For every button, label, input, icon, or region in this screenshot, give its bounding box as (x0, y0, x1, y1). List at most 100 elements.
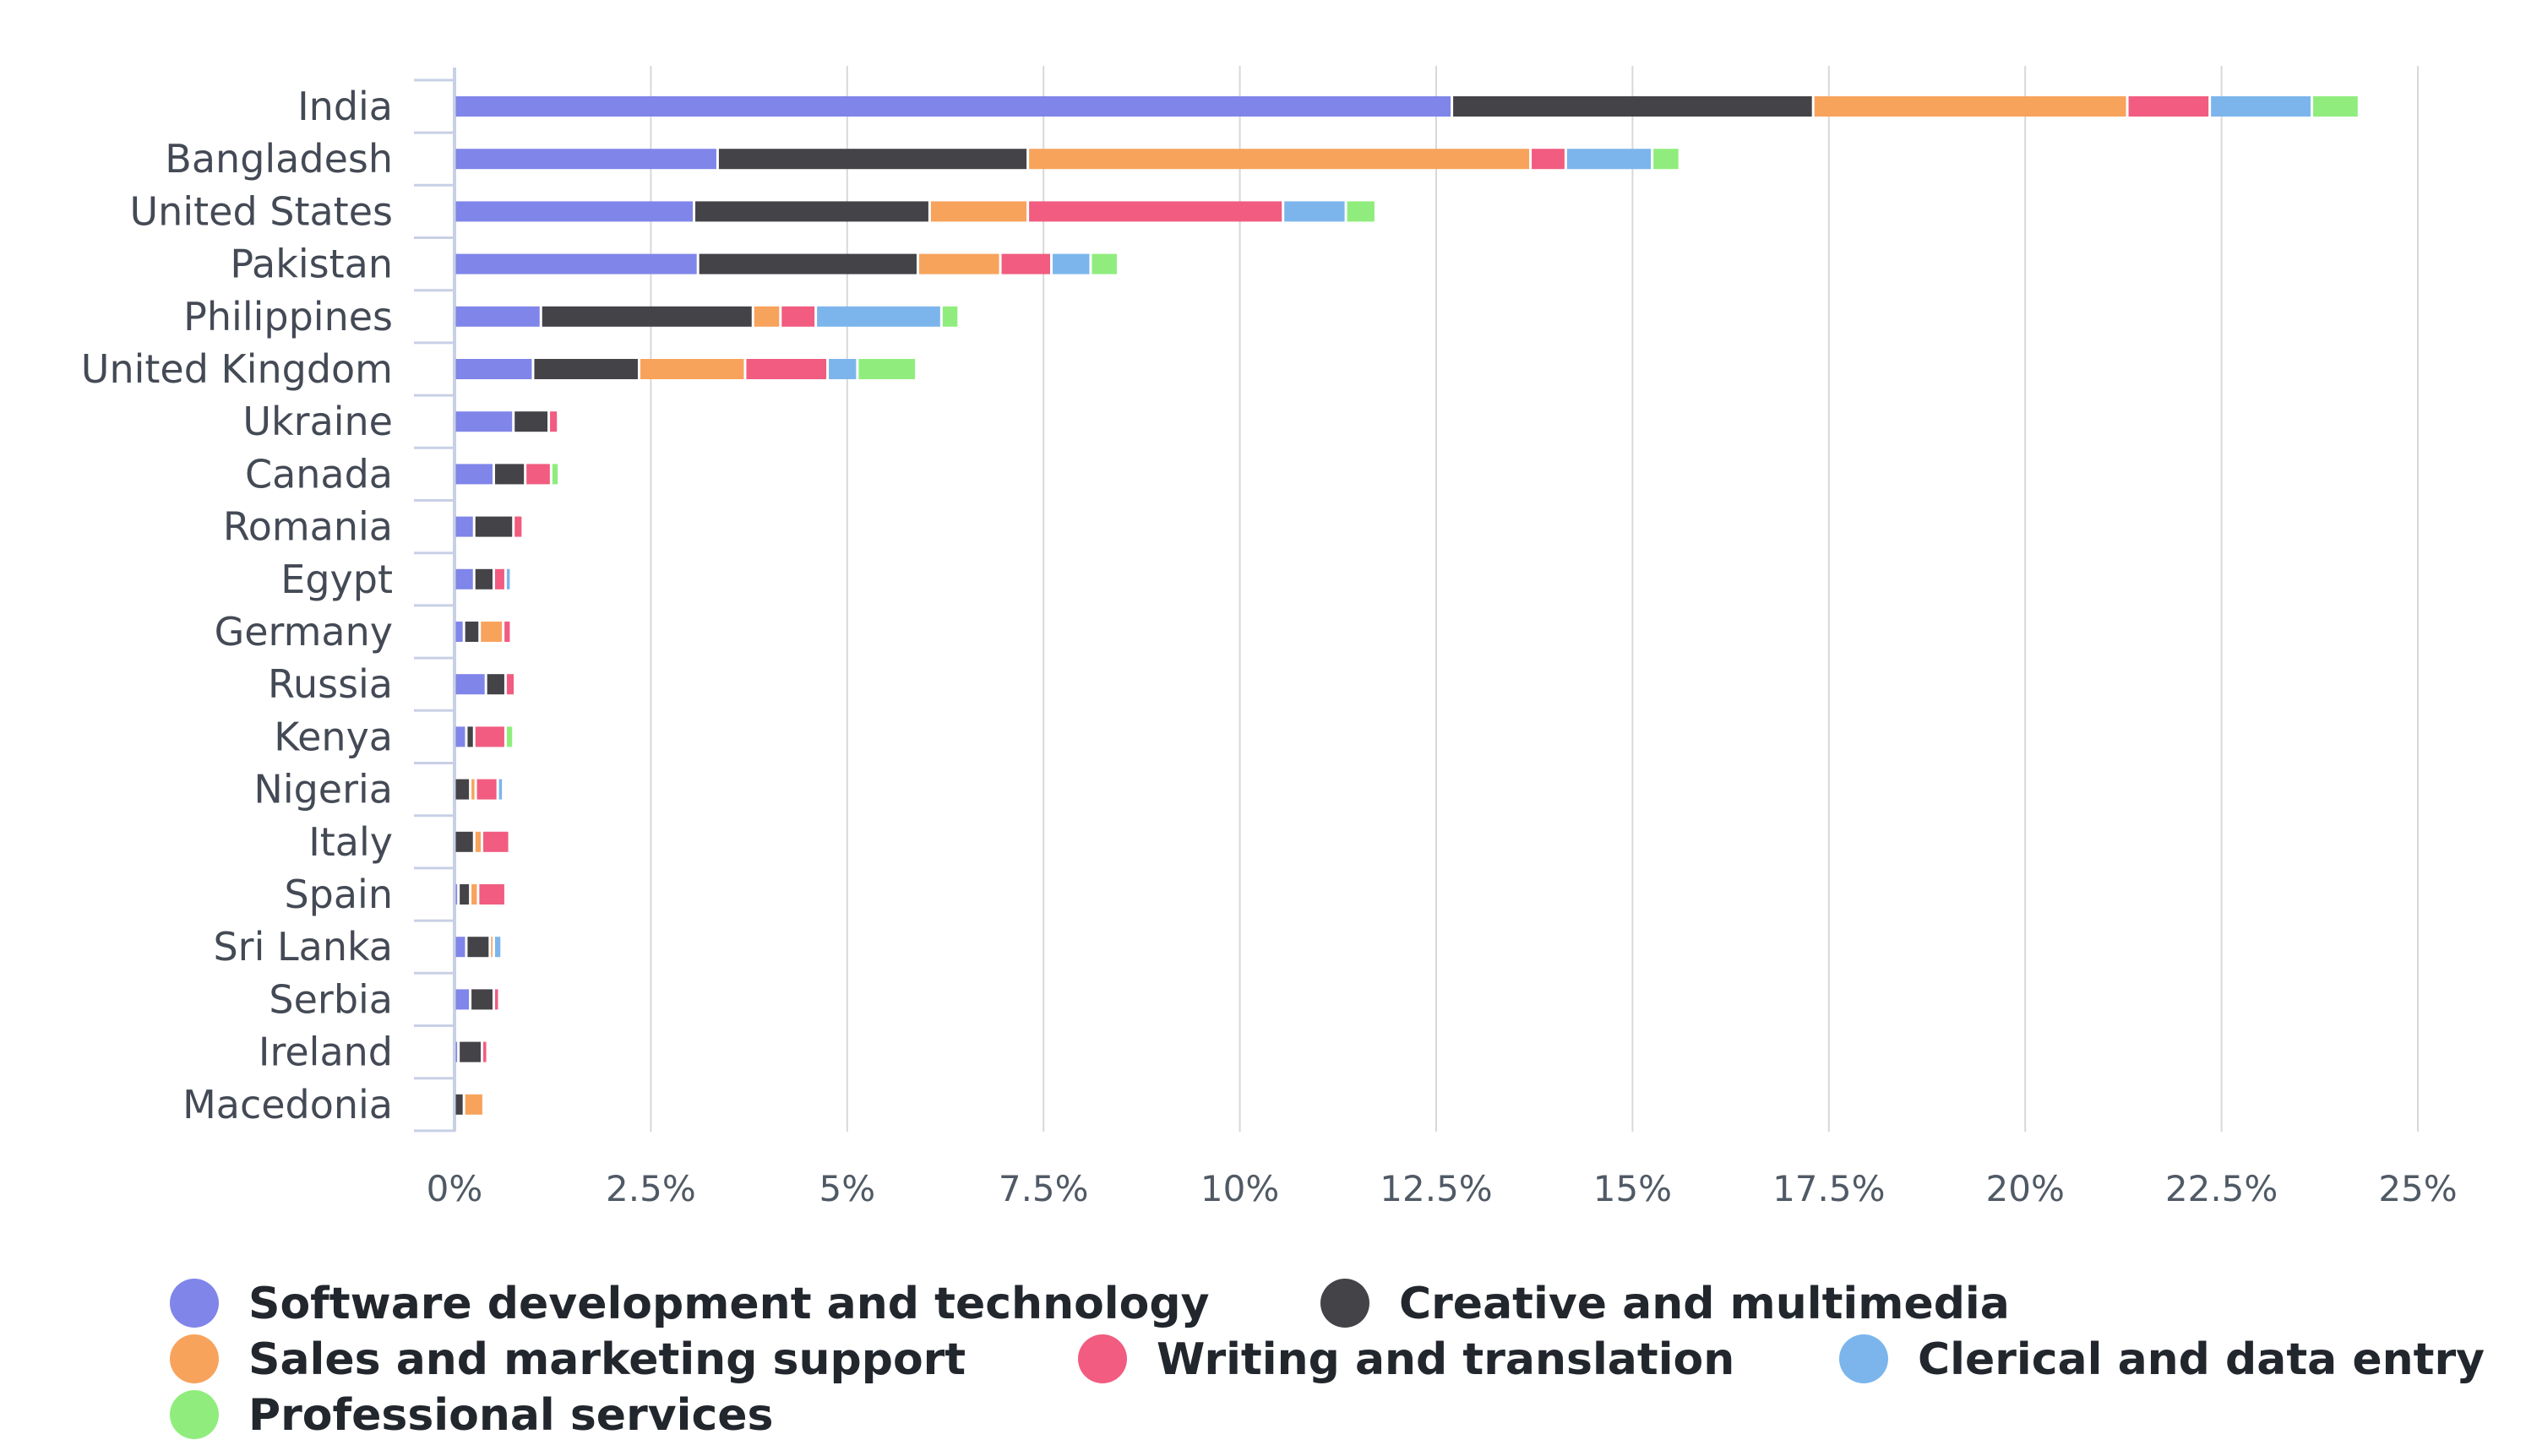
bar-united-kingdom-professional-services[interactable] (858, 359, 916, 379)
bar-nigeria-sales-and-marketing-support[interactable] (471, 779, 475, 800)
bar-serbia-writing-and-translation[interactable] (494, 989, 498, 1010)
bar-canada-creative-and-multimedia[interactable] (494, 464, 525, 485)
bar-kenya-professional-services[interactable] (506, 726, 513, 747)
bar-pakistan-creative-and-multimedia[interactable] (699, 253, 917, 274)
bar-united-kingdom-sales-and-marketing-support[interactable] (640, 359, 744, 379)
bar-united-kingdom-software-development-and-technology[interactable] (455, 359, 532, 379)
bar-india-clerical-and-data-entry[interactable] (2211, 96, 2311, 117)
bar-italy-creative-and-multimedia[interactable] (455, 831, 473, 852)
bar-canada-software-development-and-technology[interactable] (455, 464, 493, 485)
x-tick-label: 22.5% (2165, 1168, 2278, 1209)
bar-philippines-writing-and-translation[interactable] (781, 306, 815, 327)
bar-united-kingdom-clerical-and-data-entry[interactable] (829, 359, 857, 379)
bar-bangladesh-professional-services[interactable] (1653, 149, 1679, 170)
bar-nigeria-clerical-and-data-entry[interactable] (498, 779, 503, 800)
bar-united-kingdom-creative-and-multimedia[interactable] (534, 359, 638, 379)
bar-egypt-software-development-and-technology[interactable] (455, 568, 473, 589)
bar-sri-lanka-clerical-and-data-entry[interactable] (494, 937, 501, 958)
bar-egypt-creative-and-multimedia[interactable] (475, 568, 493, 589)
bar-united-states-professional-services[interactable] (1347, 201, 1375, 222)
bar-india-writing-and-translation[interactable] (2128, 96, 2209, 117)
bar-germany-creative-and-multimedia[interactable] (465, 622, 479, 642)
bar-serbia-software-development-and-technology[interactable] (455, 989, 470, 1010)
bar-sri-lanka-software-development-and-technology[interactable] (455, 937, 465, 958)
bar-spain-sales-and-marketing-support[interactable] (471, 884, 477, 905)
category-label-germany: Germany (215, 609, 393, 655)
bar-ireland-software-development-and-technology[interactable] (455, 1041, 458, 1062)
bar-pakistan-professional-services[interactable] (1092, 253, 1118, 274)
bar-india-creative-and-multimedia[interactable] (1453, 96, 1812, 117)
bar-philippines-clerical-and-data-entry[interactable] (817, 306, 940, 327)
bar-sri-lanka-creative-and-multimedia[interactable] (467, 937, 489, 958)
category-label-bangladesh: Bangladesh (165, 136, 393, 182)
bar-bangladesh-software-development-and-technology[interactable] (455, 149, 716, 170)
bar-philippines-software-development-and-technology[interactable] (455, 306, 540, 327)
bar-india-software-development-and-technology[interactable] (455, 96, 1451, 117)
bar-russia-creative-and-multimedia[interactable] (487, 674, 504, 695)
bar-united-states-sales-and-marketing-support[interactable] (930, 201, 1027, 222)
bar-nigeria-writing-and-translation[interactable] (476, 779, 497, 800)
bar-romania-software-development-and-technology[interactable] (455, 516, 473, 537)
bar-spain-writing-and-translation[interactable] (479, 884, 504, 905)
legend[interactable]: Software development and technology Creat… (170, 1279, 2485, 1441)
bar-egypt-clerical-and-data-entry[interactable] (506, 568, 510, 589)
bar-ireland-creative-and-multimedia[interactable] (460, 1041, 482, 1062)
bar-united-states-clerical-and-data-entry[interactable] (1284, 201, 1345, 222)
bar-macedonia-creative-and-multimedia[interactable] (455, 1094, 463, 1115)
legend-marker (1839, 1334, 1888, 1383)
legend-item-writing-and-translation[interactable]: Writing and translation (1078, 1334, 1734, 1385)
bar-italy-writing-and-translation[interactable] (483, 831, 509, 852)
bar-bangladesh-clerical-and-data-entry[interactable] (1566, 149, 1652, 170)
x-tick-label: 15% (1593, 1168, 1672, 1209)
bar-india-professional-services[interactable] (2313, 96, 2358, 117)
bar-kenya-software-development-and-technology[interactable] (455, 726, 465, 747)
bar-bangladesh-creative-and-multimedia[interactable] (718, 149, 1027, 170)
bar-united-states-creative-and-multimedia[interactable] (695, 201, 928, 222)
bar-bangladesh-sales-and-marketing-support[interactable] (1029, 149, 1530, 170)
bar-spain-software-development-and-technology[interactable] (455, 884, 458, 905)
legend-item-professional-services[interactable]: Professional services (170, 1390, 774, 1441)
bar-spain-creative-and-multimedia[interactable] (460, 884, 470, 905)
bar-kenya-creative-and-multimedia[interactable] (467, 726, 473, 747)
bar-nigeria-creative-and-multimedia[interactable] (455, 779, 470, 800)
bar-germany-writing-and-translation[interactable] (504, 622, 510, 642)
legend-item-creative-and-multimedia[interactable]: Creative and multimedia (1320, 1279, 2010, 1329)
bar-pakistan-writing-and-translation[interactable] (1001, 253, 1050, 274)
bar-united-states-software-development-and-technology[interactable] (455, 201, 694, 222)
bar-serbia-creative-and-multimedia[interactable] (471, 989, 493, 1010)
bar-pakistan-clerical-and-data-entry[interactable] (1052, 253, 1090, 274)
bar-sri-lanka-sales-and-marketing-support[interactable] (491, 937, 493, 958)
legend-item-clerical-and-data-entry[interactable]: Clerical and data entry (1839, 1334, 2485, 1385)
bar-philippines-professional-services[interactable] (942, 306, 958, 327)
bar-ukraine-software-development-and-technology[interactable] (455, 411, 513, 432)
bar-ukraine-writing-and-translation[interactable] (550, 411, 558, 432)
bar-italy-sales-and-marketing-support[interactable] (475, 831, 482, 852)
bar-canada-writing-and-translation[interactable] (526, 464, 550, 485)
bar-united-states-writing-and-translation[interactable] (1029, 201, 1282, 222)
bar-macedonia-sales-and-marketing-support[interactable] (465, 1094, 482, 1115)
bar-romania-writing-and-translation[interactable] (514, 516, 522, 537)
legend-label: Clerical and data entry (1918, 1334, 2485, 1385)
legend-item-software-development-and-technology[interactable]: Software development and technology (170, 1279, 1209, 1329)
bar-ireland-writing-and-translation[interactable] (483, 1041, 487, 1062)
legend-label: Creative and multimedia (1399, 1279, 2010, 1329)
bar-united-kingdom-writing-and-translation[interactable] (746, 359, 827, 379)
bar-germany-sales-and-marketing-support[interactable] (481, 622, 503, 642)
bar-philippines-creative-and-multimedia[interactable] (542, 306, 752, 327)
bar-pakistan-software-development-and-technology[interactable] (455, 253, 697, 274)
category-label-india: India (297, 84, 393, 129)
bar-ukraine-creative-and-multimedia[interactable] (514, 411, 548, 432)
bar-kenya-writing-and-translation[interactable] (475, 726, 504, 747)
legend-label: Software development and technology (248, 1279, 1209, 1329)
legend-item-sales-and-marketing-support[interactable]: Sales and marketing support (170, 1334, 966, 1385)
bar-germany-software-development-and-technology[interactable] (455, 622, 463, 642)
bar-bangladesh-writing-and-translation[interactable] (1532, 149, 1565, 170)
bar-russia-writing-and-translation[interactable] (506, 674, 514, 695)
bar-philippines-sales-and-marketing-support[interactable] (754, 306, 780, 327)
bar-india-sales-and-marketing-support[interactable] (1814, 96, 2126, 117)
bar-pakistan-sales-and-marketing-support[interactable] (918, 253, 999, 274)
bar-romania-creative-and-multimedia[interactable] (475, 516, 513, 537)
bar-canada-professional-services[interactable] (552, 464, 558, 485)
bar-egypt-writing-and-translation[interactable] (494, 568, 504, 589)
bar-russia-software-development-and-technology[interactable] (455, 674, 485, 695)
